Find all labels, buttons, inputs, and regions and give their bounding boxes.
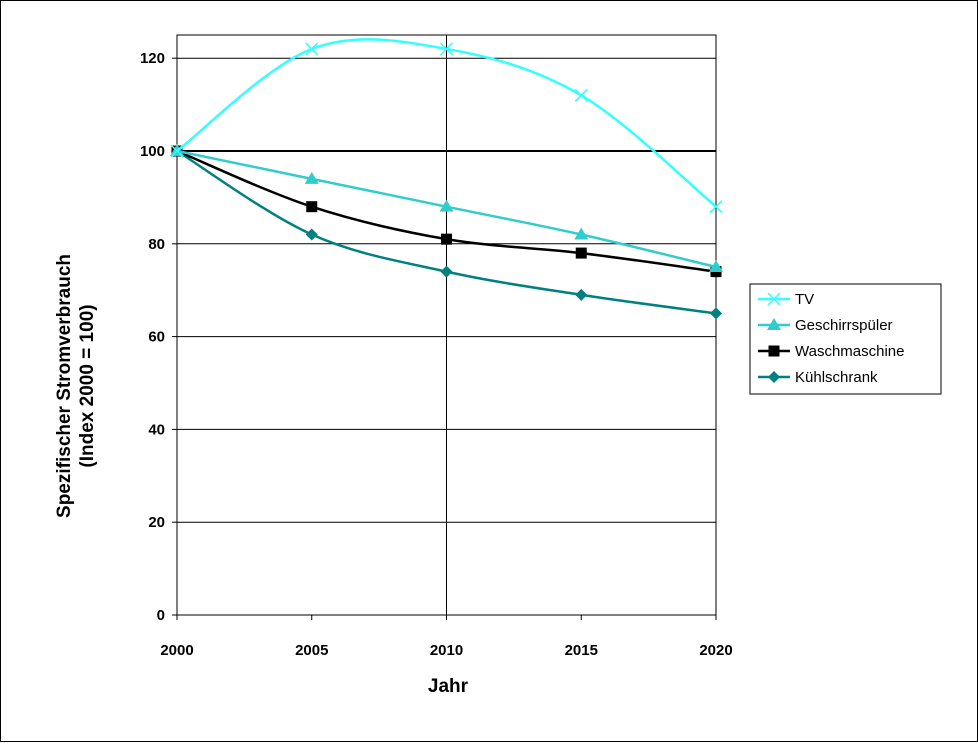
y-tick-label: 40 (148, 421, 165, 438)
legend-item-tv: TV (758, 291, 814, 308)
series-layer (170, 38, 723, 320)
data-point-waschmaschine (306, 201, 318, 213)
data-point-tv (709, 200, 723, 214)
legend-marker (767, 318, 781, 330)
x-tick-label: 2020 (699, 642, 732, 659)
x-axis-title: Jahr (428, 676, 469, 697)
data-point-geschirrsp-ler (439, 199, 454, 212)
y-tick-label: 120 (140, 50, 165, 67)
y-axis-title: Spezifischer Stromverbrauch (Index 2000 … (54, 254, 98, 518)
legend-item-geschirrsp-ler: Geschirrspüler (758, 317, 893, 334)
data-point-waschmaschine (575, 247, 587, 259)
legend-label: Geschirrspüler (795, 317, 893, 334)
legend-item-waschmaschine: Waschmaschine (758, 343, 904, 360)
data-point-tv (170, 144, 184, 158)
marker-stroke (170, 144, 184, 158)
data-point-tv (305, 42, 319, 56)
y-axis-title-line1: Spezifischer Stromverbrauch (54, 254, 75, 518)
data-point-k-hlschrank (440, 265, 453, 278)
legend-label: TV (795, 291, 814, 308)
marker-stroke (305, 42, 319, 56)
legend-label: Kühlschrank (795, 369, 878, 386)
y-tick-label: 20 (148, 514, 165, 531)
data-point-k-hlschrank (305, 228, 318, 241)
data-point-tv (574, 88, 588, 102)
y-tick-label: 0 (157, 607, 165, 624)
tick-layer: 0 20 40 60 80 100 120 2000 2005 2010 2015 2020 (140, 50, 733, 659)
legend-label: Waschmaschine (795, 343, 904, 360)
x-tick-label: 2010 (430, 642, 463, 659)
data-point-geschirrsp-ler (304, 171, 319, 184)
legend-box (749, 283, 942, 395)
marker-stroke (709, 200, 723, 214)
y-tick-label: 80 (148, 236, 165, 253)
marker-stroke (767, 292, 781, 306)
data-point-geschirrsp-ler (709, 260, 723, 272)
data-point-tv (439, 42, 454, 56)
y-tick-label: 100 (140, 143, 165, 160)
data-point-geschirrsp-ler (574, 227, 589, 240)
x-tick-label: 2015 (565, 642, 598, 659)
x-tick-label: 2000 (160, 642, 193, 659)
legend-marker (767, 292, 781, 306)
y-tick-label: 60 (148, 329, 165, 346)
legend-marker (768, 371, 780, 383)
legend-marker (768, 345, 780, 357)
data-point-k-hlschrank (710, 307, 722, 320)
data-point-k-hlschrank (575, 288, 588, 301)
legend: TV Geschirrspüler Waschmaschine Kühlschrank (749, 283, 942, 395)
series-geschirrsp-ler (170, 144, 723, 272)
x-tick-label: 2005 (295, 642, 328, 659)
marker-stroke (439, 42, 454, 56)
marker-stroke (574, 88, 588, 102)
data-point-waschmaschine (441, 233, 452, 245)
y-axis-title-line2: (Index 2000 = 100) (77, 304, 98, 467)
legend-item-k-hlschrank: Kühlschrank (758, 369, 878, 386)
plot-area-layer (172, 34, 717, 620)
series-tv (170, 38, 723, 214)
